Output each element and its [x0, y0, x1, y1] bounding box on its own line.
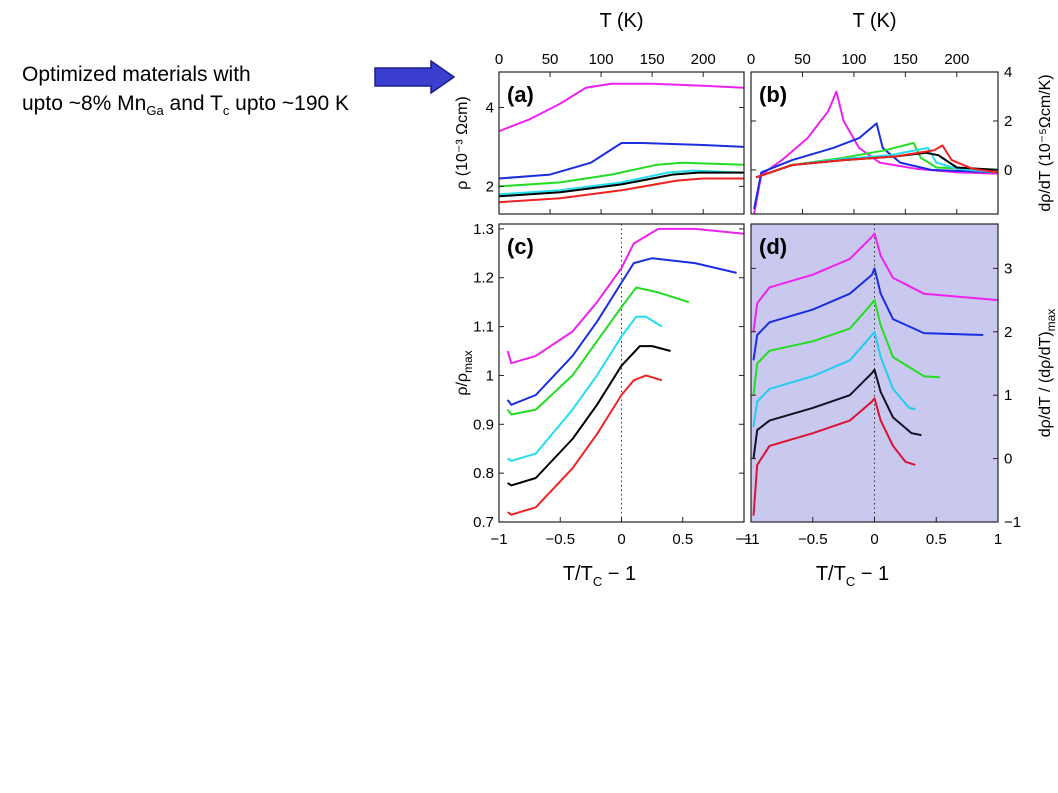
y-tick-label: 1 [486, 367, 494, 384]
y-tick-label: 3 [1004, 260, 1012, 277]
series-line-6 [507, 374, 663, 516]
x-tick-label: 0 [747, 51, 755, 68]
panel-label-d: (d) [759, 234, 787, 259]
y-tick-label: 0 [1004, 451, 1012, 468]
y-tick-label: 4 [486, 100, 494, 117]
x-tick-label: 0.5 [926, 531, 947, 548]
series-line-3 [499, 161, 744, 188]
x-tick-label: 0 [870, 531, 878, 548]
x-axis-label: T/TC − 1 [563, 563, 636, 589]
y-tick-label: 1.3 [473, 221, 494, 238]
y-tick-label: 0.7 [473, 514, 494, 531]
caption-line-2: upto ~8% MnGa and Tc upto ~190 K [22, 89, 349, 125]
x-tick-label: −1 [735, 531, 752, 548]
y-tick-label: 4 [1004, 64, 1012, 81]
caption-text-c: upto ~190 K [229, 92, 350, 115]
x-tick-label: 0.5 [672, 531, 693, 548]
x-axis-label: T (K) [599, 10, 643, 32]
y-axis-label-sub: max [1044, 309, 1058, 332]
caption-line-1: Optimized materials with [22, 63, 251, 86]
series-line-5 [752, 368, 922, 459]
y-tick-label: 0.8 [473, 465, 494, 482]
panel-label-b: (b) [759, 82, 787, 107]
series-line-6 [752, 397, 916, 516]
series-line-2 [752, 267, 984, 361]
series-line-1 [752, 232, 998, 332]
caption-text-a: upto ~8% Mn [22, 92, 147, 115]
y-tick-label: 0 [1004, 162, 1012, 179]
y-tick-label: −1 [1004, 514, 1021, 531]
x-tick-label: −0.5 [545, 531, 575, 548]
y-tick-label: 1 [1004, 387, 1012, 404]
x-tick-label: 200 [944, 51, 969, 68]
y-tick-label: 1.1 [473, 319, 494, 336]
panel-label-c: (c) [507, 234, 534, 259]
y-axis-label: dρ/dT / (dρ/dT)max [1037, 309, 1058, 438]
series-line-6 [755, 144, 998, 179]
x-tick-label: 100 [841, 51, 866, 68]
x-tick-label: 1 [994, 531, 1002, 548]
series-line-2 [499, 142, 744, 180]
x-axis-label-tail: − 1 [602, 563, 636, 585]
x-tick-label: −1 [490, 531, 507, 548]
series-group [506, 227, 744, 516]
series-line-4 [499, 169, 744, 196]
panel-a: (a)0 50 100 150 200 2 4 T (K) ρ (10⁻³ Ωcm) [454, 10, 745, 215]
series-group [499, 82, 744, 204]
x-axis-label: T (K) [852, 10, 896, 32]
y-tick-label: 2 [486, 178, 494, 195]
series-line-2 [506, 257, 737, 406]
series-line-5 [507, 345, 671, 487]
y-tick-label: 1.2 [473, 270, 494, 287]
caption-sub-ga: Ga [146, 103, 164, 119]
arrow-icon [374, 60, 456, 94]
x-tick-label: 150 [893, 51, 918, 68]
series-line-1 [499, 82, 744, 133]
x-tick-label: −1 [742, 531, 759, 548]
series-line-1 [506, 227, 744, 365]
x-tick-label: 100 [589, 51, 614, 68]
caption-text-b: and T [163, 92, 223, 115]
x-tick-label: 150 [640, 51, 665, 68]
panel-c: (c)−1 −0.5 0 0.5 −10.70.80.911.11.21.3T/TC −… [454, 221, 753, 589]
panel-label-a: (a) [507, 82, 534, 107]
x-tick-label: 200 [691, 51, 716, 68]
x-axis-label: T/TC − 1 [816, 563, 889, 589]
y-axis-label-sub: max [461, 350, 475, 373]
panel-frame [498, 71, 745, 215]
series-line-3 [506, 286, 690, 416]
series-line-1 [753, 90, 998, 214]
x-tick-label: −0.5 [798, 531, 828, 548]
x-tick-label: 50 [794, 51, 811, 68]
series-line-3 [752, 299, 941, 396]
caption-sub-c: c [222, 103, 230, 119]
x-axis-label-tail: − 1 [855, 563, 889, 585]
series-group [753, 90, 998, 214]
x-axis-label-sub: C [846, 574, 855, 589]
x-axis-label-sub: C [593, 574, 602, 589]
series-line-6 [499, 177, 744, 204]
series-group [752, 232, 998, 516]
y-axis-label: ρ/ρmax [454, 350, 475, 395]
y-tick-label: 0.9 [473, 416, 494, 433]
x-tick-label: 0 [495, 51, 503, 68]
y-axis-label: dρ/dT (10⁻⁵Ωcm/K) [1037, 74, 1054, 211]
caption: Optimized materials with upto ~8% MnGa a… [22, 60, 349, 125]
y-axis-label: ρ (10⁻³ Ωcm) [454, 96, 471, 190]
series-line-5 [499, 171, 744, 198]
series-line-2 [753, 122, 998, 210]
x-tick-label: 0 [617, 531, 625, 548]
y-tick-label: 2 [1004, 113, 1012, 130]
y-tick-label: 2 [1004, 324, 1012, 341]
x-tick-label: 50 [542, 51, 559, 68]
series-line-4 [507, 315, 663, 462]
series-line-4 [752, 330, 916, 428]
panel-frame [750, 71, 999, 215]
